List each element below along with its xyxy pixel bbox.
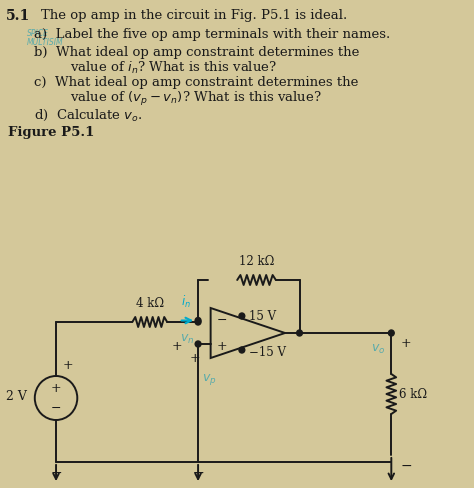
Text: 5.1: 5.1 — [6, 9, 30, 23]
Text: $v_p$: $v_p$ — [202, 372, 217, 387]
Text: +: + — [401, 337, 411, 350]
Circle shape — [195, 318, 201, 324]
Circle shape — [195, 319, 201, 325]
Text: The op amp in the circuit in Fig. P5.1 is ideal.: The op amp in the circuit in Fig. P5.1 i… — [41, 9, 347, 22]
Circle shape — [388, 330, 394, 336]
Text: $v_o$: $v_o$ — [371, 343, 385, 356]
Text: −: − — [51, 402, 61, 414]
Text: SPICE: SPICE — [27, 29, 49, 38]
Circle shape — [239, 347, 245, 353]
Text: −: − — [217, 314, 227, 327]
Text: value of $(v_p - v_n)$? What is this value?: value of $(v_p - v_n)$? What is this val… — [49, 90, 322, 108]
Text: +: + — [62, 359, 73, 372]
Text: c)  What ideal op amp constraint determines the: c) What ideal op amp constraint determin… — [34, 76, 358, 89]
Text: $v_n$: $v_n$ — [180, 332, 194, 346]
Text: −15 V: −15 V — [249, 346, 286, 359]
Circle shape — [195, 341, 201, 347]
Text: 2 V: 2 V — [6, 389, 27, 403]
Text: +: + — [217, 340, 227, 352]
Text: 4 kΩ: 4 kΩ — [136, 297, 164, 310]
Text: $i_n$: $i_n$ — [181, 294, 191, 310]
Text: −: − — [50, 466, 62, 480]
Text: MULTISIM: MULTISIM — [27, 38, 64, 47]
Text: Figure P5.1: Figure P5.1 — [8, 126, 94, 139]
Text: 15 V: 15 V — [249, 309, 276, 323]
Text: +: + — [190, 351, 201, 365]
Text: +: + — [51, 383, 61, 395]
Text: b)  What ideal op amp constraint determines the: b) What ideal op amp constraint determin… — [34, 46, 359, 59]
Text: −: − — [401, 459, 412, 473]
Circle shape — [297, 330, 302, 336]
Text: −: − — [192, 466, 204, 480]
Text: d)  Calculate $v_o$.: d) Calculate $v_o$. — [34, 108, 143, 123]
Text: value of $i_n$? What is this value?: value of $i_n$? What is this value? — [49, 60, 277, 76]
Text: a)  Label the five op amp terminals with their names.: a) Label the five op amp terminals with … — [34, 28, 390, 41]
Text: 6 kΩ: 6 kΩ — [399, 387, 427, 401]
Text: −: − — [192, 466, 204, 480]
Text: 12 kΩ: 12 kΩ — [239, 255, 274, 268]
Circle shape — [239, 313, 245, 319]
Text: +: + — [172, 341, 182, 353]
